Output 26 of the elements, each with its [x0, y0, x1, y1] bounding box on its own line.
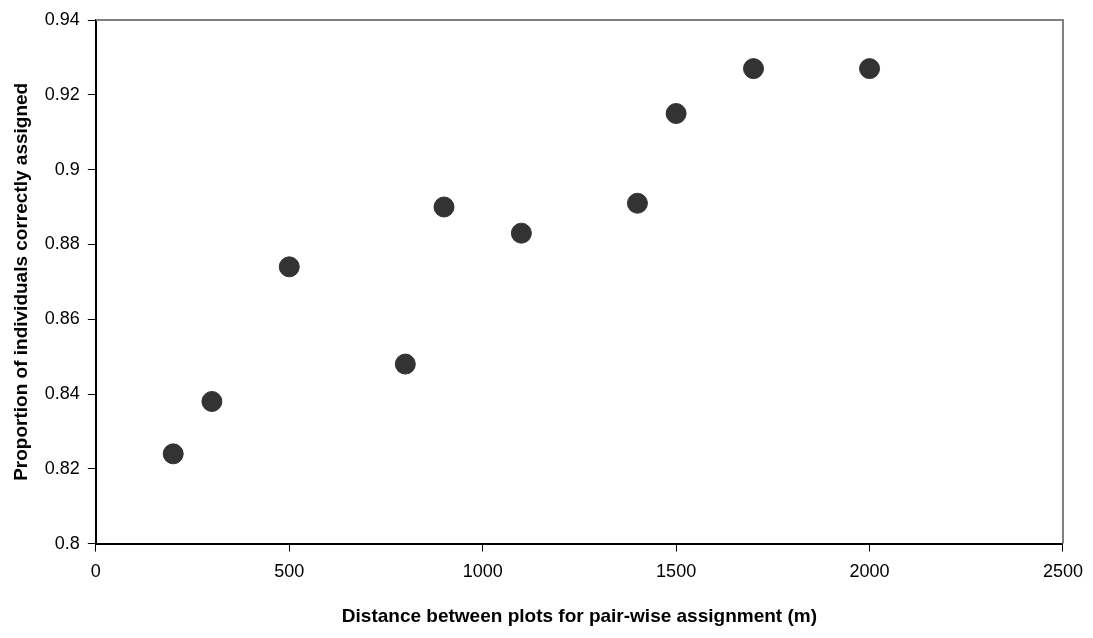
point: [278, 256, 300, 278]
point: [162, 443, 184, 465]
y-tick-label: 0.8: [54, 532, 80, 553]
y-tick-label: 0.94: [44, 8, 80, 29]
x-tick-label: 1000: [462, 561, 503, 582]
point: [394, 353, 416, 375]
x-tick-label: 2500: [1042, 561, 1083, 582]
y-tick-label: 0.82: [44, 457, 80, 478]
x-tick-label: 500: [274, 561, 305, 582]
y-tick-label: 0.92: [44, 83, 80, 104]
x-axis-title: Distance between plots for pair-wise assignment (m): [341, 604, 817, 626]
y-tick-label: 0.9: [54, 158, 80, 179]
point: [859, 58, 881, 80]
y-tick-label: 0.86: [44, 308, 80, 329]
x-tick-label: 2000: [849, 561, 890, 582]
point: [665, 103, 687, 124]
point: [201, 390, 223, 412]
y-tick-label: 0.84: [44, 382, 80, 403]
x-tick-label: 1500: [656, 561, 697, 582]
point: [433, 196, 455, 218]
point: [742, 58, 764, 80]
point: [510, 222, 532, 244]
x-tick-label: 0: [90, 561, 101, 582]
y-axis-title: Proportion of individuals correctly assigned: [9, 82, 31, 481]
y-tick-label: 0.88: [44, 233, 80, 254]
point: [626, 192, 648, 214]
